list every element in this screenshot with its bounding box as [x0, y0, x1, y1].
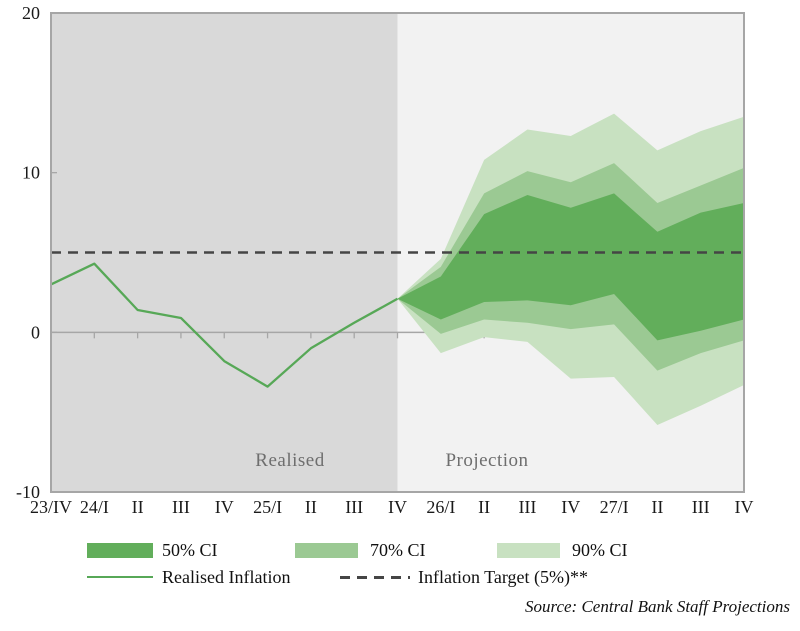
y-tick-label: 0: [31, 322, 40, 342]
source-note: Source: Central Bank Staff Projections: [524, 597, 790, 616]
x-tick-label: III: [518, 497, 536, 517]
clipped-y-axis-glyph: 2: [0, 240, 1, 260]
legend-label-50ci: 50% CI: [162, 540, 218, 560]
legend-swatch-70ci: [295, 543, 358, 558]
x-tick-label: IV: [388, 497, 407, 517]
x-tick-label: III: [692, 497, 710, 517]
legend-label-70ci: 70% CI: [370, 540, 426, 560]
x-tick-label: 23/IV: [30, 497, 72, 517]
x-tick-label: IV: [561, 497, 580, 517]
legend-swatch-50ci: [87, 543, 153, 558]
x-tick-label: 26/I: [426, 497, 455, 517]
legend-swatch-90ci: [497, 543, 560, 558]
legend-label-90ci: 90% CI: [572, 540, 628, 560]
x-tick-label: IV: [215, 497, 234, 517]
x-tick-label: IV: [735, 497, 754, 517]
legend-label-inflation-target: Inflation Target (5%)**: [418, 567, 589, 587]
x-tick-label: II: [651, 497, 663, 517]
y-tick-label: 10: [22, 163, 40, 183]
x-tick-label: II: [132, 497, 144, 517]
x-tick-label: III: [345, 497, 363, 517]
x-tick-label: II: [478, 497, 490, 517]
legend-marker-realised-line: [87, 576, 153, 578]
x-tick-label: III: [172, 497, 190, 517]
legend-label-realised-line: Realised Inflation: [162, 567, 291, 587]
legend-marker-inflation-target: [340, 576, 410, 580]
x-tick-label: 25/I: [253, 497, 282, 517]
projection-region-label: Projection: [445, 450, 529, 471]
band-50ci: [397, 193, 744, 341]
realised-region-label: Realised: [255, 450, 325, 471]
x-tick-label: II: [305, 497, 317, 517]
plot-frame: [50, 12, 745, 493]
y-tick-label: -10: [16, 482, 40, 502]
x-tick-label: 24/I: [80, 497, 109, 517]
x-tick-label: 27/I: [600, 497, 629, 517]
y-tick-label: 20: [22, 3, 40, 23]
realised-inflation-line: [50, 262, 399, 388]
